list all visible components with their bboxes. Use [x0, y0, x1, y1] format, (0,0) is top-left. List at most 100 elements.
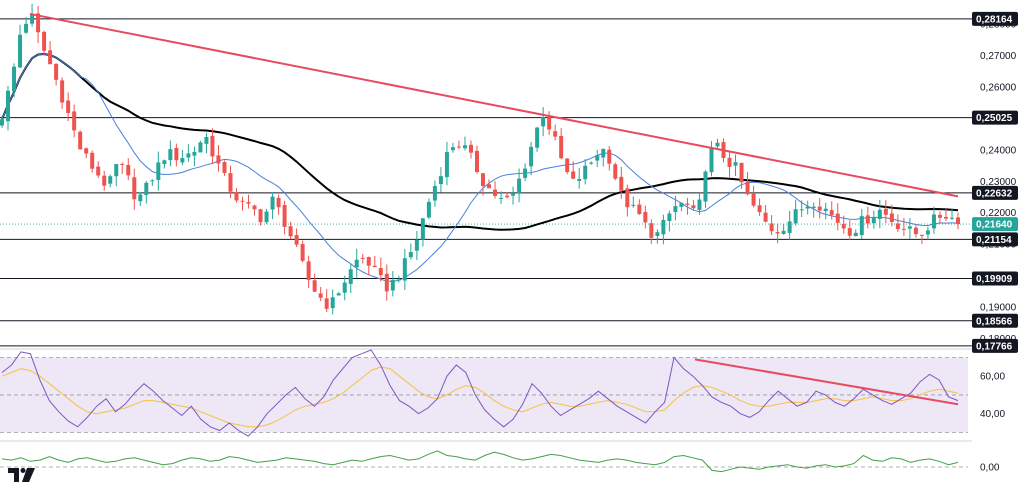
candle[interactable] — [709, 141, 714, 177]
candle[interactable] — [685, 197, 690, 215]
candle[interactable] — [703, 170, 708, 208]
candle[interactable] — [264, 208, 269, 224]
candle[interactable] — [805, 200, 810, 215]
candle[interactable] — [919, 234, 924, 245]
candle[interactable] — [396, 275, 401, 283]
candle[interactable] — [114, 163, 119, 187]
candle[interactable] — [450, 142, 455, 153]
candle[interactable] — [883, 200, 888, 224]
candle[interactable] — [787, 210, 792, 240]
candle[interactable] — [523, 163, 528, 182]
candle[interactable] — [468, 140, 473, 159]
candle[interactable] — [583, 159, 588, 185]
candle[interactable] — [559, 127, 564, 160]
candle[interactable] — [637, 199, 642, 215]
candle[interactable] — [126, 158, 131, 181]
candle[interactable] — [432, 180, 437, 207]
candle[interactable] — [931, 206, 936, 234]
candle[interactable] — [36, 5, 41, 43]
candle[interactable] — [829, 201, 834, 220]
candle[interactable] — [156, 151, 161, 191]
candle[interactable] — [108, 174, 113, 188]
candle[interactable] — [937, 211, 942, 223]
candle[interactable] — [535, 126, 540, 152]
candle[interactable] — [643, 205, 648, 229]
candle[interactable] — [739, 162, 744, 189]
candle[interactable] — [372, 255, 377, 268]
candle[interactable] — [553, 124, 558, 141]
candle[interactable] — [18, 24, 23, 68]
candle[interactable] — [811, 202, 816, 218]
candle[interactable] — [529, 141, 534, 176]
candle[interactable] — [859, 209, 864, 239]
candle[interactable] — [354, 248, 359, 278]
candle[interactable] — [288, 221, 293, 240]
candle[interactable] — [42, 30, 47, 56]
candle[interactable] — [619, 166, 624, 199]
candle[interactable] — [60, 77, 65, 109]
candle[interactable] — [667, 210, 672, 232]
candle[interactable] — [318, 286, 323, 302]
candle[interactable] — [817, 198, 822, 219]
candle[interactable] — [342, 275, 347, 301]
candle[interactable] — [649, 219, 654, 244]
candle[interactable] — [697, 192, 702, 215]
candle[interactable] — [180, 149, 185, 166]
candle[interactable] — [613, 162, 618, 181]
candle[interactable] — [222, 160, 227, 176]
candle[interactable] — [841, 215, 846, 234]
candle[interactable] — [408, 243, 413, 260]
candle[interactable] — [174, 143, 179, 167]
candle[interactable] — [360, 253, 365, 264]
candle[interactable] — [420, 217, 425, 247]
candle[interactable] — [757, 198, 762, 216]
candlesticks[interactable] — [0, 3, 960, 315]
candle[interactable] — [493, 181, 498, 199]
candle[interactable] — [198, 140, 203, 153]
candle[interactable] — [414, 231, 419, 261]
candle[interactable] — [853, 229, 858, 237]
candle[interactable] — [204, 132, 209, 154]
candle[interactable] — [835, 203, 840, 231]
candle[interactable] — [769, 215, 774, 236]
candle[interactable] — [462, 136, 467, 151]
candle[interactable] — [751, 185, 756, 208]
candle[interactable] — [889, 204, 894, 227]
candle[interactable] — [956, 212, 960, 230]
candle[interactable] — [823, 202, 828, 220]
candle[interactable] — [162, 159, 167, 169]
candle[interactable] — [186, 144, 191, 162]
candle[interactable] — [943, 208, 948, 222]
candle[interactable] — [661, 214, 666, 245]
candle[interactable] — [625, 184, 630, 217]
candle[interactable] — [865, 206, 870, 229]
candle[interactable] — [402, 248, 407, 291]
candle[interactable] — [138, 192, 143, 206]
candle[interactable] — [925, 226, 930, 240]
candle[interactable] — [571, 161, 576, 180]
candle[interactable] — [691, 199, 696, 210]
candle[interactable] — [781, 224, 786, 235]
candle[interactable] — [745, 171, 750, 196]
candle[interactable] — [595, 149, 600, 167]
candle[interactable] — [240, 196, 245, 211]
descending-trendline[interactable] — [29, 12, 959, 198]
candle[interactable] — [895, 214, 900, 233]
candle[interactable] — [763, 205, 768, 223]
candle[interactable] — [847, 220, 852, 241]
candle[interactable] — [456, 140, 461, 150]
candle[interactable] — [294, 228, 299, 248]
candle[interactable] — [511, 186, 516, 205]
candle[interactable] — [366, 256, 371, 276]
candle[interactable] — [631, 196, 636, 208]
candle[interactable] — [228, 165, 233, 198]
candle[interactable] — [24, 17, 29, 34]
candle[interactable] — [679, 202, 684, 212]
candle[interactable] — [246, 194, 251, 209]
candle[interactable] — [901, 217, 906, 236]
candle[interactable] — [601, 148, 606, 167]
candle[interactable] — [282, 200, 287, 235]
candle[interactable] — [234, 188, 239, 203]
candle[interactable] — [258, 208, 263, 226]
